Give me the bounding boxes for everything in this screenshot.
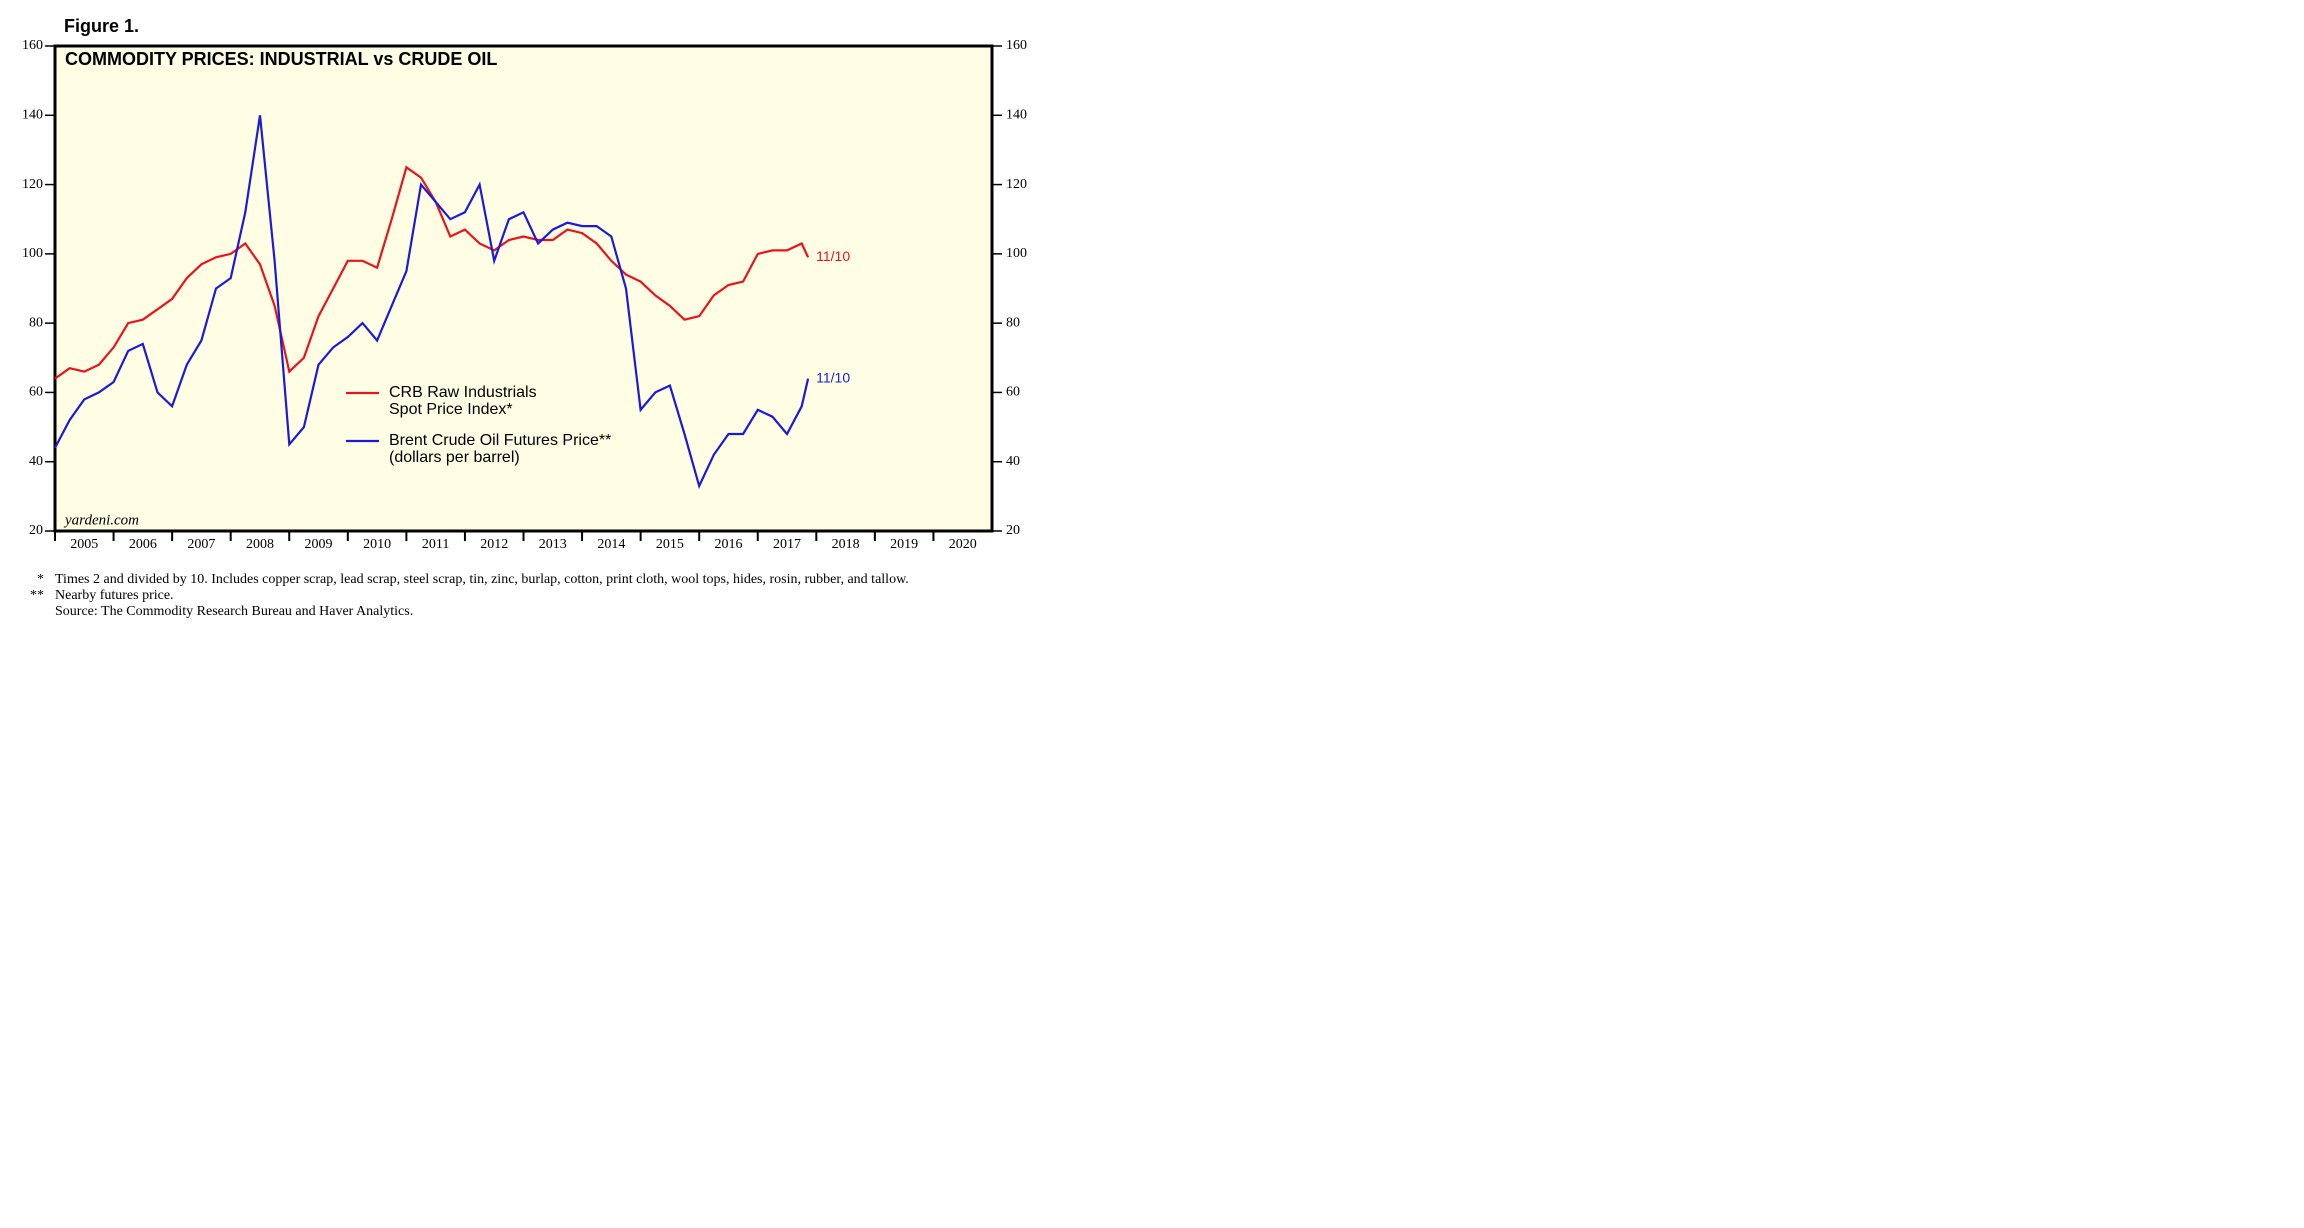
series-line bbox=[54, 115, 810, 490]
y-tick-label: 20 bbox=[29, 523, 43, 538]
x-tick-label: 2005 bbox=[70, 537, 98, 552]
x-tick-label: 2018 bbox=[832, 537, 860, 552]
x-tick-label: 2010 bbox=[363, 537, 391, 552]
x-tick-label: 2020 bbox=[949, 537, 977, 552]
end-label: 11/10 bbox=[816, 248, 850, 264]
y-tick-label: 60 bbox=[29, 385, 43, 400]
y2-tick-label: 60 bbox=[1006, 385, 1020, 400]
footnote-text: Source: The Commodity Research Bureau an… bbox=[55, 604, 413, 619]
x-tick-label: 2011 bbox=[422, 537, 449, 552]
legend-label: Brent Crude Oil Futures Price** (dollars … bbox=[389, 432, 611, 466]
footnote-mark: * bbox=[37, 572, 44, 587]
y-tick-label: 120 bbox=[22, 177, 43, 192]
plot-area bbox=[53, 44, 994, 533]
y2-tick-label: 120 bbox=[1006, 177, 1027, 192]
legend-label: CRB Raw Industrials Spot Price Index* bbox=[389, 384, 537, 418]
x-tick-label: 2009 bbox=[305, 537, 333, 552]
x-tick-label: 2015 bbox=[656, 537, 684, 552]
y-tick-label: 160 bbox=[22, 38, 43, 53]
y2-tick-label: 100 bbox=[1006, 246, 1027, 261]
figure-label: Figure 1. bbox=[64, 16, 139, 36]
watermark: yardeni.com bbox=[63, 512, 139, 528]
y2-tick-label: 20 bbox=[1006, 523, 1020, 538]
footnote-mark: ** bbox=[30, 588, 44, 603]
x-tick-label: 2006 bbox=[129, 537, 157, 552]
x-tick-label: 2016 bbox=[714, 537, 742, 552]
y2-tick-label: 160 bbox=[1006, 38, 1027, 53]
y-tick-label: 40 bbox=[29, 454, 43, 469]
x-tick-label: 2019 bbox=[890, 537, 918, 552]
y-tick-label: 140 bbox=[22, 108, 43, 123]
y2-tick-label: 40 bbox=[1006, 454, 1020, 469]
x-tick-label: 2007 bbox=[187, 537, 215, 552]
y-tick-label: 100 bbox=[22, 246, 43, 261]
x-tick-label: 2017 bbox=[773, 537, 801, 552]
end-label: 11/10 bbox=[816, 369, 850, 385]
footnote-text: Nearby futures price. bbox=[55, 588, 174, 603]
x-tick-label: 2012 bbox=[480, 537, 508, 552]
x-tick-label: 2008 bbox=[246, 537, 274, 552]
x-tick-label: 2013 bbox=[539, 537, 567, 552]
y2-tick-label: 80 bbox=[1006, 315, 1020, 330]
footnote-text: Times 2 and divided by 10. Includes copp… bbox=[55, 572, 909, 587]
y-tick-label: 80 bbox=[29, 315, 43, 330]
y2-tick-label: 140 bbox=[1006, 108, 1027, 123]
chart-title: COMMODITY PRICES: INDUSTRIAL vs CRUDE OI… bbox=[65, 49, 497, 69]
x-tick-label: 2014 bbox=[597, 537, 625, 552]
